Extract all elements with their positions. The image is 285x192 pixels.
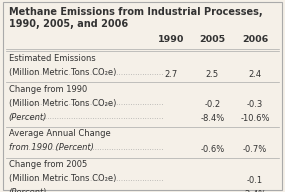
Text: (Percent): (Percent) (9, 113, 47, 122)
Text: Average Annual Change: Average Annual Change (9, 129, 110, 138)
Text: -0.6%: -0.6% (200, 145, 225, 154)
Text: ............................................................: ........................................… (21, 113, 164, 121)
Text: ............................................................: ........................................… (21, 68, 164, 77)
Text: -0.2: -0.2 (204, 100, 220, 109)
Text: 1990: 1990 (158, 35, 184, 44)
Text: (Million Metric Tons CO₂e): (Million Metric Tons CO₂e) (9, 99, 116, 108)
Text: 2005: 2005 (199, 35, 225, 44)
Text: Change from 1990: Change from 1990 (9, 85, 87, 94)
Text: Methane Emissions from Industrial Processes,
1990, 2005, and 2006: Methane Emissions from Industrial Proces… (9, 7, 262, 29)
Text: ............................................................: ........................................… (21, 98, 164, 107)
Text: 2.4: 2.4 (249, 70, 262, 79)
Text: 2.5: 2.5 (206, 70, 219, 79)
Text: -0.7%: -0.7% (243, 145, 267, 154)
Text: -10.6%: -10.6% (240, 114, 270, 123)
Text: ............................................................: ........................................… (21, 188, 164, 192)
FancyBboxPatch shape (3, 2, 282, 190)
Text: -0.3: -0.3 (247, 100, 263, 109)
Text: 2.7: 2.7 (164, 70, 178, 79)
Text: Change from 2005: Change from 2005 (9, 160, 87, 169)
Text: Estimated Emissions: Estimated Emissions (9, 54, 95, 63)
Text: -0.1: -0.1 (247, 176, 263, 185)
Text: (Percent): (Percent) (9, 188, 47, 192)
Text: (Million Metric Tons CO₂e): (Million Metric Tons CO₂e) (9, 68, 116, 77)
Text: 2006: 2006 (242, 35, 268, 44)
Text: ............................................................: ........................................… (21, 143, 164, 152)
Text: ............................................................: ........................................… (21, 174, 164, 183)
Text: -8.4%: -8.4% (200, 114, 225, 123)
Text: -2.4%: -2.4% (243, 190, 267, 192)
Text: (Million Metric Tons CO₂e): (Million Metric Tons CO₂e) (9, 174, 116, 183)
Text: from 1990 (Percent): from 1990 (Percent) (9, 143, 93, 152)
